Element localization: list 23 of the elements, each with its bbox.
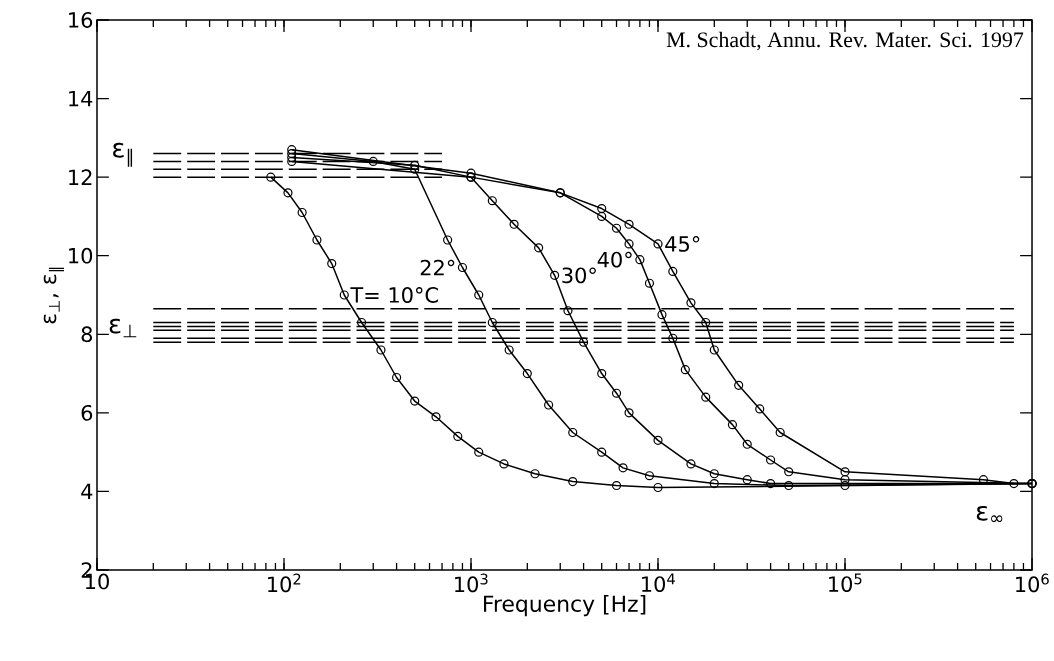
annotation: ε$_{∥}$ bbox=[113, 142, 133, 167]
series-label: 45° bbox=[665, 236, 700, 252]
x-tick-label: 10$^{3}$ bbox=[455, 573, 488, 593]
y-tick-label: 6 bbox=[81, 404, 93, 421]
y-tick-label: 10 bbox=[69, 247, 93, 264]
x-tick-label: 10$^{4}$ bbox=[642, 573, 675, 592]
series-label: 22° bbox=[420, 259, 455, 276]
x-axis-title: Frequency [Hz] bbox=[484, 595, 646, 617]
y-tick-label: 14 bbox=[69, 90, 93, 107]
series-label: 30° bbox=[562, 267, 596, 284]
x-tick-label: 10$^{2}$ bbox=[268, 573, 301, 593]
y-tick-label: 12 bbox=[69, 169, 92, 185]
x-tick-label: 10$^{5}$ bbox=[829, 573, 862, 592]
annotation: ε$_{∞}$ bbox=[976, 505, 1003, 523]
y-axis-title: ε$_{⊥}$, ε$_{∥}$ bbox=[43, 267, 64, 324]
y-tick-label: 4 bbox=[81, 483, 93, 500]
annotation: M. Schadt, Annu. Rev. Mater. Sci. 1997 bbox=[666, 31, 1024, 51]
series-label: T= 10°C bbox=[350, 287, 438, 303]
x-tick-label: 10$^{6}$ bbox=[1016, 573, 1049, 593]
annotation: ε$_{⊥}$ bbox=[109, 318, 137, 338]
y-tick-label: 16 bbox=[69, 12, 93, 28]
y-tick-label: 8 bbox=[81, 326, 93, 343]
series-label: 40° bbox=[597, 251, 632, 268]
